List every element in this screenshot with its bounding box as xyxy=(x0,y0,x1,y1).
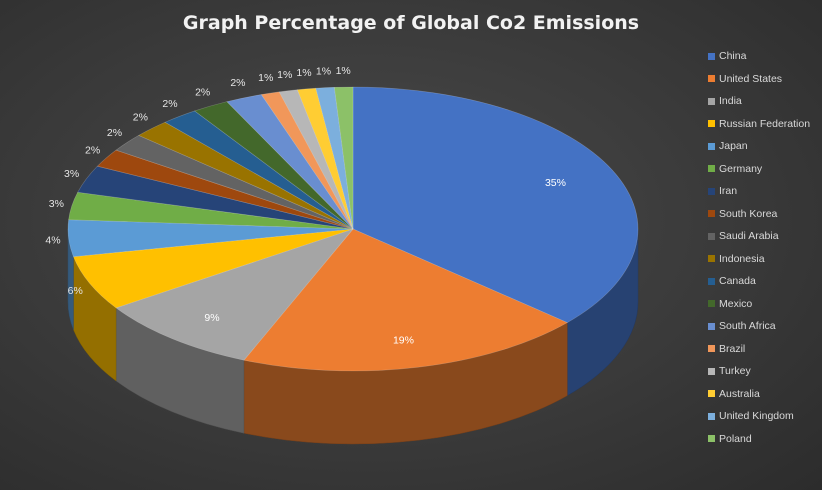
legend-item: United Kingdom xyxy=(708,405,820,428)
legend-swatch xyxy=(708,120,715,128)
pie-slice-iran xyxy=(77,165,354,230)
legend-item: South Africa xyxy=(708,315,820,338)
legend-item: Canada xyxy=(708,270,820,293)
legend-label: Iran xyxy=(719,185,738,198)
legend: China United States India Russian Federatio… xyxy=(708,45,820,450)
legend-item: United States xyxy=(708,68,820,91)
legend-label: Germany xyxy=(719,162,763,175)
pie-slice-saudi-arabia xyxy=(115,135,354,230)
pie-slice-japan xyxy=(67,219,354,258)
legend-swatch xyxy=(708,345,715,353)
legend-swatch xyxy=(708,367,715,375)
data-label-south-africa: 2% xyxy=(230,77,245,89)
legend-item: Iran xyxy=(708,180,820,203)
legend-item: Mexico xyxy=(708,293,820,316)
legend-swatch xyxy=(708,187,715,195)
legend-swatch xyxy=(708,75,715,83)
pie-slice-brazil xyxy=(260,91,354,230)
legend-swatch xyxy=(708,210,715,218)
pie-slice-indonesia xyxy=(138,121,354,230)
pie-slice-poland xyxy=(334,86,354,230)
legend-swatch xyxy=(708,52,715,60)
pie-slice-canada xyxy=(164,110,354,230)
legend-swatch xyxy=(708,165,715,173)
pie-slice-united-kingdom xyxy=(315,86,354,230)
data-label-united-states: 19% xyxy=(393,335,414,347)
legend-item: Germany xyxy=(708,158,820,181)
pie-slice-united-states xyxy=(243,228,568,372)
legend-label: Japan xyxy=(719,140,748,153)
pie-slice-australia xyxy=(296,87,354,230)
legend-label: India xyxy=(719,95,742,108)
legend-swatch xyxy=(708,142,715,150)
legend-item: Japan xyxy=(708,135,820,158)
pie-slice-china xyxy=(352,86,639,323)
legend-item: Poland xyxy=(708,428,820,451)
data-label-japan: 4% xyxy=(45,234,60,246)
legend-swatch xyxy=(708,232,715,240)
legend-label: South Africa xyxy=(719,320,776,333)
pie-slice-india xyxy=(115,228,354,361)
legend-label: Mexico xyxy=(719,297,753,310)
legend-swatch xyxy=(708,322,715,330)
pie-slice-germany xyxy=(68,191,354,230)
legend-swatch xyxy=(708,255,715,263)
pie-slice-russian-federation xyxy=(73,228,354,309)
legend-label: Russian Federation xyxy=(719,117,811,130)
data-label-brazil: 1% xyxy=(258,72,273,84)
legend-swatch xyxy=(708,97,715,105)
data-label-indonesia: 2% xyxy=(133,112,148,124)
data-label-saudi-arabia: 2% xyxy=(107,127,122,139)
data-label-south-korea: 2% xyxy=(85,144,100,156)
data-label-china: 35% xyxy=(545,177,566,189)
legend-item: China xyxy=(708,45,820,68)
legend-item: South Korea xyxy=(708,203,820,226)
legend-label: Turkey xyxy=(719,365,751,378)
legend-item: India xyxy=(708,90,820,113)
legend-item: Russian Federation xyxy=(708,113,820,136)
data-label-germany: 3% xyxy=(49,198,64,210)
legend-swatch xyxy=(708,435,715,443)
legend-label: Indonesia xyxy=(719,252,765,265)
data-label-canada: 2% xyxy=(162,98,177,110)
legend-label: Saudi Arabia xyxy=(719,230,779,243)
legend-label: China xyxy=(719,50,747,63)
pie-slice-mexico xyxy=(194,101,354,230)
legend-item: Australia xyxy=(708,383,820,406)
legend-swatch xyxy=(708,412,715,420)
data-label-turkey: 1% xyxy=(277,69,292,81)
legend-swatch xyxy=(708,300,715,308)
chart-title: Graph Percentage of Global Co2 Emissions xyxy=(182,12,640,34)
data-label-united-kingdom: 1% xyxy=(316,66,331,78)
data-label-russian-federation: 6% xyxy=(68,285,83,297)
data-label-iran: 3% xyxy=(64,168,79,180)
legend-item: Turkey xyxy=(708,360,820,383)
data-label-australia: 1% xyxy=(296,67,311,79)
legend-label: Australia xyxy=(719,387,760,400)
data-label-india: 9% xyxy=(204,312,219,324)
pie-slice-south-africa xyxy=(226,94,354,230)
legend-label: South Korea xyxy=(719,207,778,220)
pie-slice-south-korea xyxy=(96,149,354,230)
pie-slice-turkey xyxy=(278,89,354,230)
legend-item: Indonesia xyxy=(708,248,820,271)
legend-item: Brazil xyxy=(708,338,820,361)
legend-swatch xyxy=(708,277,715,285)
legend-label: Canada xyxy=(719,275,756,288)
legend-label: Poland xyxy=(719,432,752,445)
legend-swatch xyxy=(708,390,715,398)
legend-label: United Kingdom xyxy=(719,410,794,423)
data-label-poland: 1% xyxy=(336,65,351,77)
legend-item: Saudi Arabia xyxy=(708,225,820,248)
legend-label: United States xyxy=(719,72,783,85)
data-label-mexico: 2% xyxy=(195,86,210,98)
legend-label: Brazil xyxy=(719,342,746,355)
